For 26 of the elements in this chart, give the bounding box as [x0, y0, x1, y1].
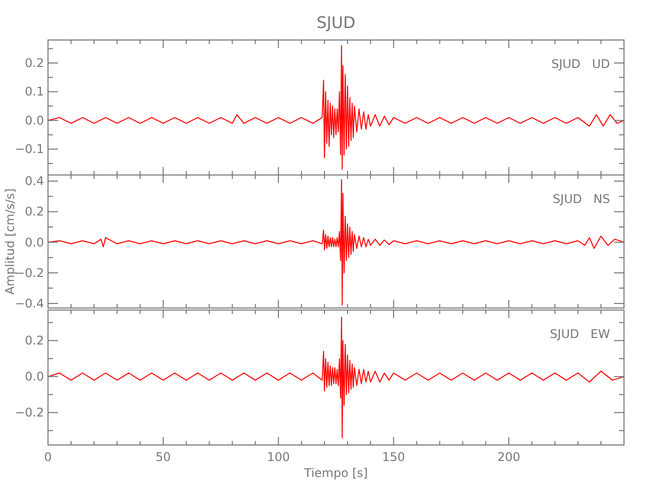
- chart-title: SJUD: [316, 13, 356, 32]
- y-tick-label: 0.2: [24, 334, 44, 348]
- y-tick-label: 0.4: [24, 174, 44, 188]
- x-tick-label: 150: [382, 450, 406, 464]
- x-tick-label: 50: [156, 450, 171, 464]
- x-tick-label: 100: [266, 450, 290, 464]
- annotation: SJUD NS: [552, 192, 610, 206]
- annotation: SJUD EW: [550, 327, 610, 341]
- line-series: [48, 45, 624, 170]
- y-tick-label: −0.2: [14, 406, 44, 420]
- line-series: [48, 179, 624, 306]
- y-tick-label: 0.1: [24, 84, 44, 99]
- y-tick-label: 0.0: [24, 235, 44, 250]
- y-tick-label: −0.1: [14, 142, 44, 156]
- x-tick-label: 200: [497, 450, 520, 464]
- x-tick-label: 0: [44, 450, 52, 464]
- annotation: SJUD UD: [551, 57, 610, 71]
- x-axis-title: Tiempo [s]: [303, 466, 368, 480]
- line-series: [48, 316, 624, 438]
- y-tick-label: 0.0: [24, 113, 44, 128]
- y-axis-title: Amplitud [cm/s/s]: [3, 188, 17, 295]
- y-tick-label: 0.2: [24, 56, 44, 70]
- y-tick-label: 0.2: [24, 204, 44, 219]
- y-tick-label: −0.4: [14, 296, 44, 310]
- y-tick-label: −0.2: [14, 266, 44, 280]
- y-tick-label: 0.0: [24, 370, 44, 384]
